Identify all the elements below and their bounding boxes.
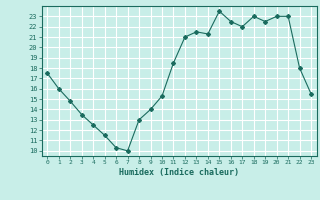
X-axis label: Humidex (Indice chaleur): Humidex (Indice chaleur) — [119, 168, 239, 177]
